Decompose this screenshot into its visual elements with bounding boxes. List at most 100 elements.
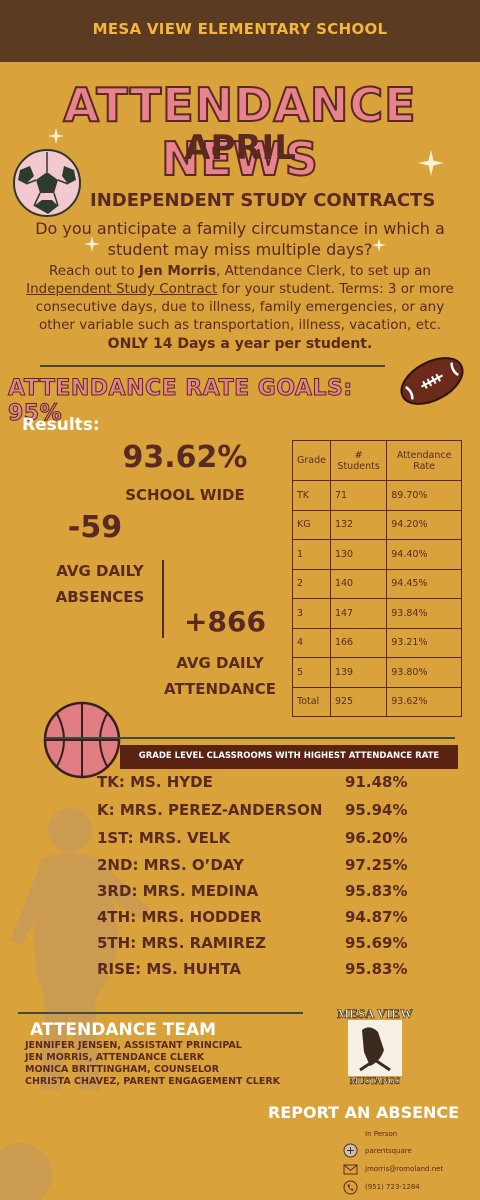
header-grade: Grade <box>292 440 331 481</box>
isc-contract-link[interactable]: Independent Study Contract <box>26 281 218 297</box>
results-label: Results: <box>22 415 100 435</box>
divider <box>40 365 385 367</box>
absences-label-line2: ABSENCES <box>55 588 145 606</box>
football-icon <box>400 357 464 405</box>
table-row: 2 140 94.45% <box>292 568 462 599</box>
report-absence-heading: REPORT AN ABSENCE <box>268 1103 460 1122</box>
phone-contact[interactable]: (951) 723-1284 <box>365 1183 420 1191</box>
cell-grade: Total <box>292 686 331 717</box>
cell-rate: 93.80% <box>386 657 462 688</box>
table-row: TK 71 89.70% <box>292 480 462 511</box>
classroom-rate: 95.83% <box>345 882 408 900</box>
absences-label: AVG DAILY ABSENCES <box>30 558 170 610</box>
logo-top-text: MESA VIEW <box>337 1006 413 1021</box>
classroom-rate: 97.25% <box>345 856 408 874</box>
cell-grade: 4 <box>292 627 331 658</box>
web-contact[interactable]: parentsquare <box>365 1147 412 1155</box>
classroom-name: K: MRS. PEREZ-ANDERSON <box>97 801 323 819</box>
sparkle-icon <box>84 236 100 252</box>
cell-grade: KG <box>292 509 331 540</box>
attendance-table: Grade # Students Attendance Rate TK 71 89.… <box>292 440 462 717</box>
classroom-name: 3RD: MRS. MEDINA <box>97 882 259 900</box>
cell-rate: 89.70% <box>386 480 462 511</box>
attendance-value: +866 <box>184 605 266 638</box>
classroom-rate: 95.94% <box>345 801 408 819</box>
school-rate: 93.62% <box>122 440 248 475</box>
sparkle-icon <box>372 238 386 252</box>
cell-rate: 94.20% <box>386 509 462 540</box>
cell-students: 132 <box>329 509 388 540</box>
team-member: MONICA BRITTINGHAM, COUNSELOR <box>25 1064 220 1075</box>
attendance-goal: ATTENDANCE RATE GOALS: 95% <box>8 376 353 427</box>
cell-students: 925 <box>329 686 388 717</box>
email-contact[interactable]: jmorris@romoland.net <box>365 1165 444 1173</box>
email-icon <box>343 1164 358 1175</box>
table-row: 4 166 93.21% <box>292 627 462 658</box>
header-rate: Attendance Rate <box>386 440 462 481</box>
sparkle-icon <box>418 150 444 176</box>
cell-rate: 94.45% <box>386 568 462 599</box>
table-row: 5 139 93.80% <box>292 657 462 688</box>
soccer-ball-icon <box>13 149 81 217</box>
classroom-rate: 94.87% <box>345 908 408 926</box>
basketball-icon <box>43 701 121 779</box>
classroom-name: RISE: MS. HUHTA <box>97 960 242 978</box>
team-member: JENNIFER JENSEN, ASSISTANT PRINCIPAL <box>25 1040 242 1051</box>
cell-students: 140 <box>329 568 388 599</box>
cell-grade: TK <box>292 480 331 511</box>
classroom-rate: 91.48% <box>345 773 408 791</box>
attendance-label: AVG DAILY ATTENDANCE <box>150 650 290 702</box>
divider <box>18 1012 303 1014</box>
parentsquare-icon <box>343 1143 358 1158</box>
phone-icon <box>343 1180 358 1195</box>
isc-question: Do you anticipate a family circumstance … <box>35 219 445 259</box>
cell-students: 139 <box>329 657 388 688</box>
absences-label-line1: AVG DAILY <box>56 562 144 580</box>
school-wide-label: SCHOOL WIDE <box>125 486 245 504</box>
sparkle-icon <box>48 128 64 144</box>
contact-name: Jen Morris <box>138 263 217 279</box>
attendance-label-line2: ATTENDANCE <box>164 680 276 698</box>
cell-rate: 93.21% <box>386 627 462 658</box>
divider-vertical <box>162 560 164 638</box>
in-person-label: In Person <box>365 1130 398 1138</box>
isc-body-post: for your student. Terms: 3 or more conse… <box>35 281 454 333</box>
isc-body: Reach out to Jen Morris, Attendance Cler… <box>20 262 460 334</box>
attendance-label-line1: AVG DAILY <box>176 654 264 672</box>
cell-students: 147 <box>329 598 388 629</box>
isc-limit: ONLY 14 Days a year per student. <box>107 336 373 352</box>
page-title: ATTENDANCE NEWS <box>62 77 417 187</box>
team-member: JEN MORRIS, ATTENDANCE CLERK <box>25 1052 205 1063</box>
mustangs-logo: MESA VIEW MUSTANGS <box>337 1006 414 1087</box>
cell-students: 71 <box>329 480 388 511</box>
classroom-name: 1ST: MRS. VELK <box>97 829 231 847</box>
team-list: JENNIFER JENSEN, ASSISTANT PRINCIPAL JEN… <box>25 1040 325 1088</box>
cell-grade: 3 <box>292 598 331 629</box>
classroom-rate: 95.83% <box>345 960 408 978</box>
classroom-name: 5TH: MRS. RAMIREZ <box>97 934 266 952</box>
classrooms-banner <box>120 745 458 769</box>
isc-body-mid: , Attendance Clerk, to set up an <box>216 263 431 279</box>
divider <box>45 737 455 739</box>
classroom-name: 4TH: MRS. HODDER <box>97 908 262 926</box>
table-row: 3 147 93.84% <box>292 598 462 629</box>
player-silhouette-icon <box>0 808 150 1200</box>
month-heading: APRIL <box>184 128 296 168</box>
team-member: CHRISTA CHAVEZ, PARENT ENGAGEMENT CLERK <box>25 1076 281 1087</box>
isc-heading: INDEPENDENT STUDY CONTRACTS <box>90 190 436 211</box>
isc-body-pre: Reach out to <box>49 263 139 279</box>
cell-rate: 93.62% <box>386 686 462 717</box>
cell-grade: 5 <box>292 657 331 688</box>
table-row: Total 925 93.62% <box>292 686 462 717</box>
cell-grade: 2 <box>292 568 331 599</box>
cell-students: 130 <box>329 539 388 570</box>
team-heading: ATTENDANCE TEAM <box>30 1020 217 1040</box>
classroom-name: 2ND: MRS. O’DAY <box>97 856 244 874</box>
cell-students: 166 <box>329 627 388 658</box>
header-bar <box>0 0 480 62</box>
classrooms-banner-text: GRADE LEVEL CLASSROOMS WITH HIGHEST ATTE… <box>138 751 440 761</box>
cell-grade: 1 <box>292 539 331 570</box>
header-students: # Students <box>329 440 388 481</box>
table-row: KG 132 94.20% <box>292 509 462 540</box>
classroom-rate: 95.69% <box>345 934 408 952</box>
